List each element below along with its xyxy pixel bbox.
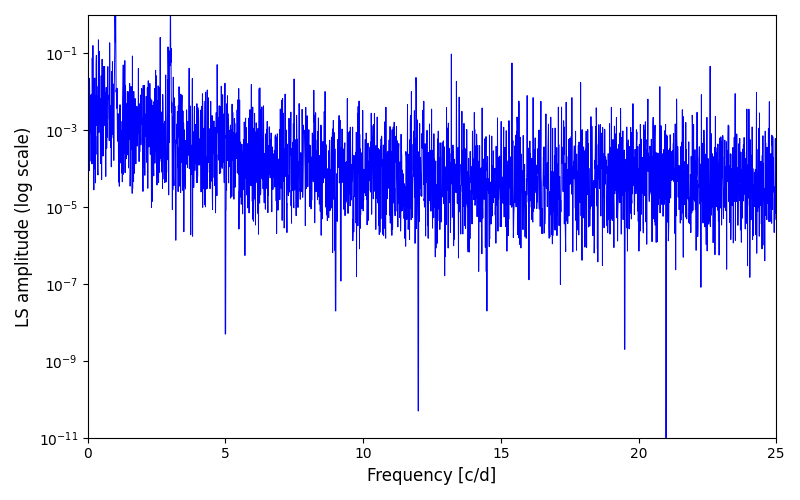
X-axis label: Frequency [c/d]: Frequency [c/d] [367,467,497,485]
Y-axis label: LS amplitude (log scale): LS amplitude (log scale) [15,126,33,326]
